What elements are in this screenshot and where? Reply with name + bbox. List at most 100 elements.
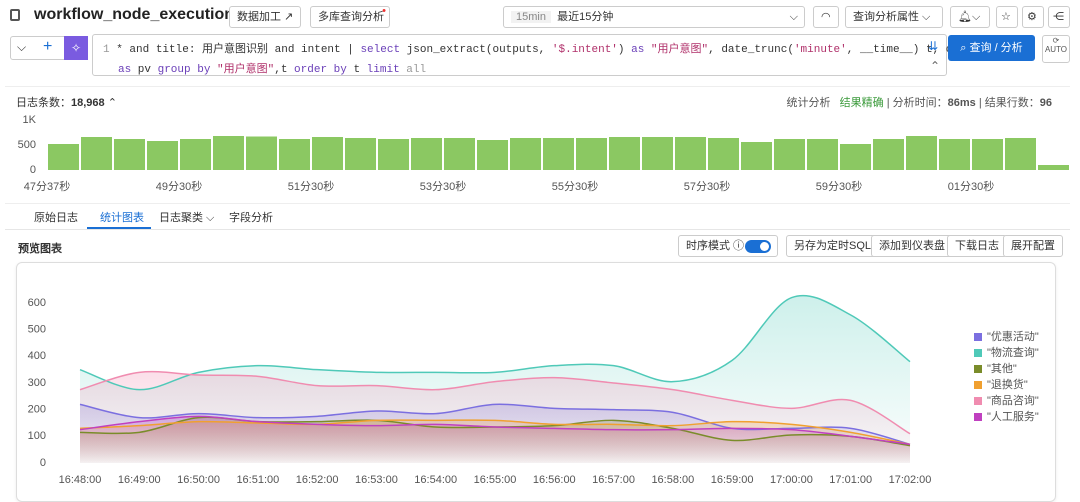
exact: 结果精确 [839, 97, 884, 109]
time-range-picker[interactable]: 15min 最近15分钟 ⌵ [503, 6, 805, 28]
preview-title: 预览图表 [18, 243, 62, 255]
tab-bar [5, 203, 1070, 230]
collapse[interactable]: ⌵ [17, 40, 27, 54]
bar [246, 136, 277, 170]
bar [873, 139, 904, 170]
ai[interactable]: ✧ [64, 36, 88, 60]
log-count: 日志条数：18,968 ⌃ [16, 97, 117, 109]
toolbar-button[interactable]: 展开配置 [1003, 235, 1063, 257]
bar [906, 136, 937, 170]
y-tick-label: 200 [28, 404, 46, 416]
x-tick-label: 47分37秒 [24, 179, 70, 193]
tok: as [631, 44, 645, 56]
series-line [79, 419, 911, 446]
value: 18,968 [71, 97, 105, 109]
bar [48, 144, 79, 170]
bar [708, 138, 739, 170]
x-tick-label: 16:48:00 [59, 474, 102, 486]
y-tick-label: 600 [28, 297, 46, 309]
add[interactable]: + [43, 38, 53, 55]
timeseries-toggle[interactable]: 时序模式 ⓘ [678, 235, 778, 257]
y-tick-label: 300 [28, 377, 46, 389]
tab[interactable]: 原始日志 [34, 212, 78, 224]
x-tick-label: 01分30秒 [948, 179, 994, 193]
x-tick-label: 16:53:00 [355, 474, 398, 486]
format-icon[interactable]: ⇊ [927, 39, 938, 53]
search-button[interactable]: ⌕ 查询 / 分析 [948, 35, 1035, 61]
series-line [79, 370, 911, 435]
bar [576, 138, 607, 170]
toolbar-button[interactable]: 另存为定时SQL [786, 235, 880, 257]
label: 结果行数： [984, 97, 1040, 109]
x-tick-label: 17:00:00 [770, 474, 813, 486]
db-icon [10, 9, 20, 21]
label: 查询分析属性 [853, 11, 919, 23]
bar [81, 137, 112, 170]
legend-swatch [974, 397, 982, 405]
x-tick-label: 16:50:00 [177, 474, 220, 486]
histogram: 0 500 1K 47分37秒 49分30秒 51分30秒 53分30秒 55分30秒 57分3… [18, 114, 1069, 193]
bar [741, 142, 772, 170]
x-tick-label: 57分30秒 [684, 179, 730, 193]
legend-swatch [974, 333, 982, 341]
x-tick-label: 16:51:00 [236, 474, 279, 486]
value: 96 [1039, 97, 1052, 109]
label: AUTO [1044, 45, 1068, 54]
x-tick-label: 17:01:00 [829, 474, 872, 486]
tok: order by [294, 64, 347, 76]
mode: 统计分析 [786, 97, 831, 109]
y-tick-label: 400 [28, 350, 46, 362]
tok: limit [366, 64, 400, 76]
x-tick-label: 59分30秒 [816, 179, 862, 193]
bar [642, 137, 673, 170]
bar [807, 139, 838, 170]
x-tick-label: 49分30秒 [156, 179, 202, 193]
tab-active[interactable]: 统计图表 [100, 212, 144, 224]
x-tick-label: 51分30秒 [288, 179, 334, 193]
toolbar-button[interactable]: 添加到仪表盘 [871, 235, 953, 257]
bar [477, 140, 508, 170]
settings-button[interactable]: ⚙︎ [1022, 6, 1044, 28]
series-line [79, 294, 911, 391]
tok: all [406, 64, 427, 76]
range-label: 最近15分钟 [557, 11, 614, 23]
tab[interactable]: 字段分析 [229, 212, 273, 224]
bar [774, 139, 805, 170]
label: 分析时间： [892, 97, 948, 109]
y-tick-label: 500 [18, 139, 36, 151]
toolbar-button[interactable]: 下载日志 [947, 235, 1007, 257]
tok: json_extract(outputs, [400, 44, 552, 56]
bar [510, 138, 541, 170]
legend-swatch [974, 365, 982, 373]
legend-swatch [974, 381, 982, 389]
x-tick-label: 17:02:00 [889, 474, 932, 486]
gauge-button[interactable]: ◠ [813, 6, 839, 28]
logstore-title: workflow_node_execution [34, 6, 235, 23]
y-tick-label: 0 [40, 457, 46, 469]
bar [147, 141, 178, 170]
legend-swatch [974, 413, 982, 421]
auto-refresh[interactable]: ⟳ AUTO [1042, 35, 1070, 63]
alert-button[interactable]: 🔔︎⌵ [950, 6, 990, 28]
process-button[interactable]: 数据加工 ↗ [229, 6, 302, 28]
expand-icon[interactable]: ⌃ [929, 59, 940, 73]
tok: "用户意图" [650, 44, 709, 56]
y-tick-label: 100 [28, 430, 46, 442]
tab[interactable]: 日志聚类 ⌵ [159, 212, 215, 224]
bar [411, 138, 442, 170]
value: 86ms [947, 97, 976, 109]
tok: , date_trunc( [708, 44, 794, 56]
tok: t [346, 64, 367, 76]
x-tick-label: 16:59:00 [711, 474, 754, 486]
multi-query-button[interactable]: 多库查询分析 • [310, 5, 390, 28]
legend-label: "其他" [987, 362, 1017, 375]
star-button[interactable]: ☆ [996, 6, 1018, 28]
bar [972, 139, 1003, 170]
x-tick-label: 16:56:00 [533, 474, 576, 486]
query-editor[interactable]: 1 * and title: 用户意图识别 and intent | selec… [92, 34, 999, 76]
attr-button[interactable]: 查询分析属性 ⌵ [845, 6, 943, 28]
share-button[interactable]: ⋲ [1048, 6, 1070, 28]
area-fill [80, 416, 910, 463]
label: 查询 / 分析 [969, 42, 1023, 54]
histogram-panel [5, 86, 1070, 200]
